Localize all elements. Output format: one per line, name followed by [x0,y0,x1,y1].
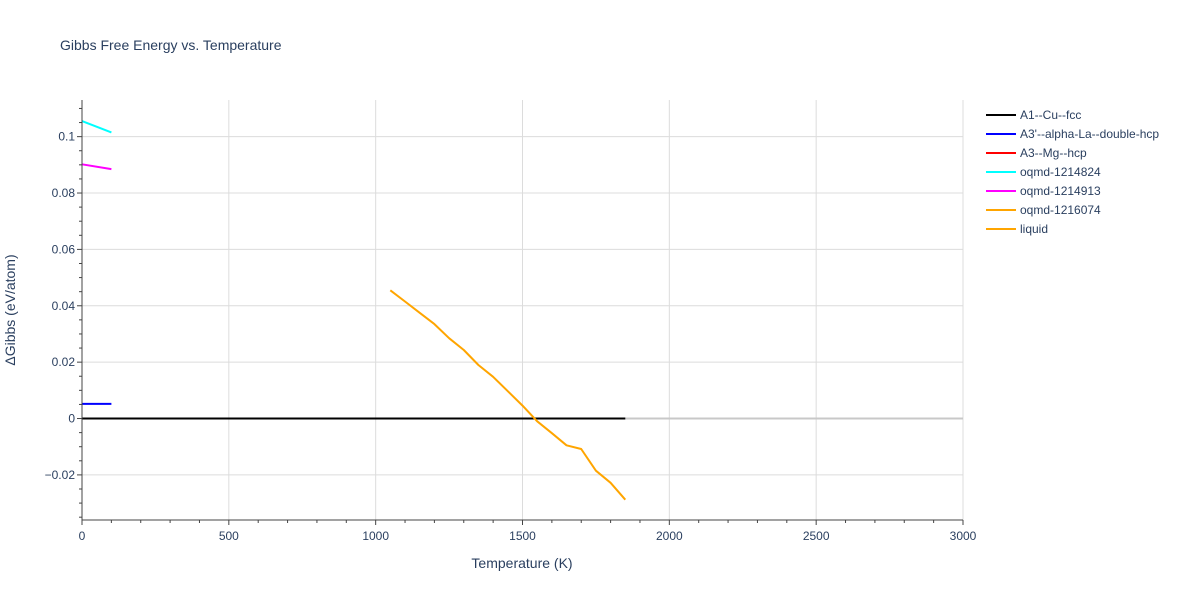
x-tick-label: 3000 [950,529,977,543]
series-line-oqmd-1214913 [81,163,112,171]
y-tick-label: −0.02 [45,468,76,482]
series-line-liquid [389,289,627,501]
legend-item-oqmd-1216074[interactable]: oqmd-1216074 [986,203,1101,217]
series-line-oqmd-1214824 [81,120,112,134]
x-tick-label: 1000 [362,529,389,543]
x-tick-label: 2500 [803,529,830,543]
y-tick-label: 0.02 [52,355,76,369]
legend-label: A3--Mg--hcp [1020,146,1087,160]
y-tick-label: 0.04 [52,299,76,313]
chart-title: Gibbs Free Energy vs. Temperature [60,37,282,53]
legend-item-a3-mg-hcp[interactable]: A3--Mg--hcp [986,146,1087,160]
y-tick-label: 0.06 [52,242,76,256]
x-tick-label: 0 [79,529,86,543]
legend-item-oqmd-1214913[interactable]: oqmd-1214913 [986,184,1101,198]
legend-item-liquid[interactable]: liquid [986,222,1048,236]
legend-item-a1-cu-fcc[interactable]: A1--Cu--fcc [986,108,1081,122]
x-tick-label: 500 [219,529,239,543]
legend-label: oqmd-1216074 [1020,203,1101,217]
legend-label: liquid [1020,222,1048,236]
legend[interactable]: A1--Cu--fcc A3'--alpha-La--double-hcp A3--… [986,108,1159,236]
y-axis-label: ΔGibbs (eV/atom) [2,254,18,365]
series-lines [81,120,627,501]
legend-item-a3-alpha-la-double-hcp[interactable]: A3'--alpha-La--double-hcp [986,127,1159,141]
legend-label: oqmd-1214913 [1020,184,1101,198]
x-axis-label: Temperature (K) [471,555,572,571]
y-tick-label: 0.1 [58,130,75,144]
x-tick-label: 2000 [656,529,683,543]
legend-item-oqmd-1214824[interactable]: oqmd-1214824 [986,165,1101,179]
axes: 0 500 1000 1500 2000 2500 3000 −0.02 0 0.02 0.04 0.… [45,100,977,543]
y-tick-label: 0.08 [52,186,76,200]
legend-label: A1--Cu--fcc [1020,108,1081,122]
grid [82,100,964,520]
x-tick-label: 1500 [509,529,536,543]
legend-label: oqmd-1214824 [1020,165,1101,179]
legend-label: A3'--alpha-La--double-hcp [1020,127,1159,141]
y-tick-label: 0 [68,412,75,426]
